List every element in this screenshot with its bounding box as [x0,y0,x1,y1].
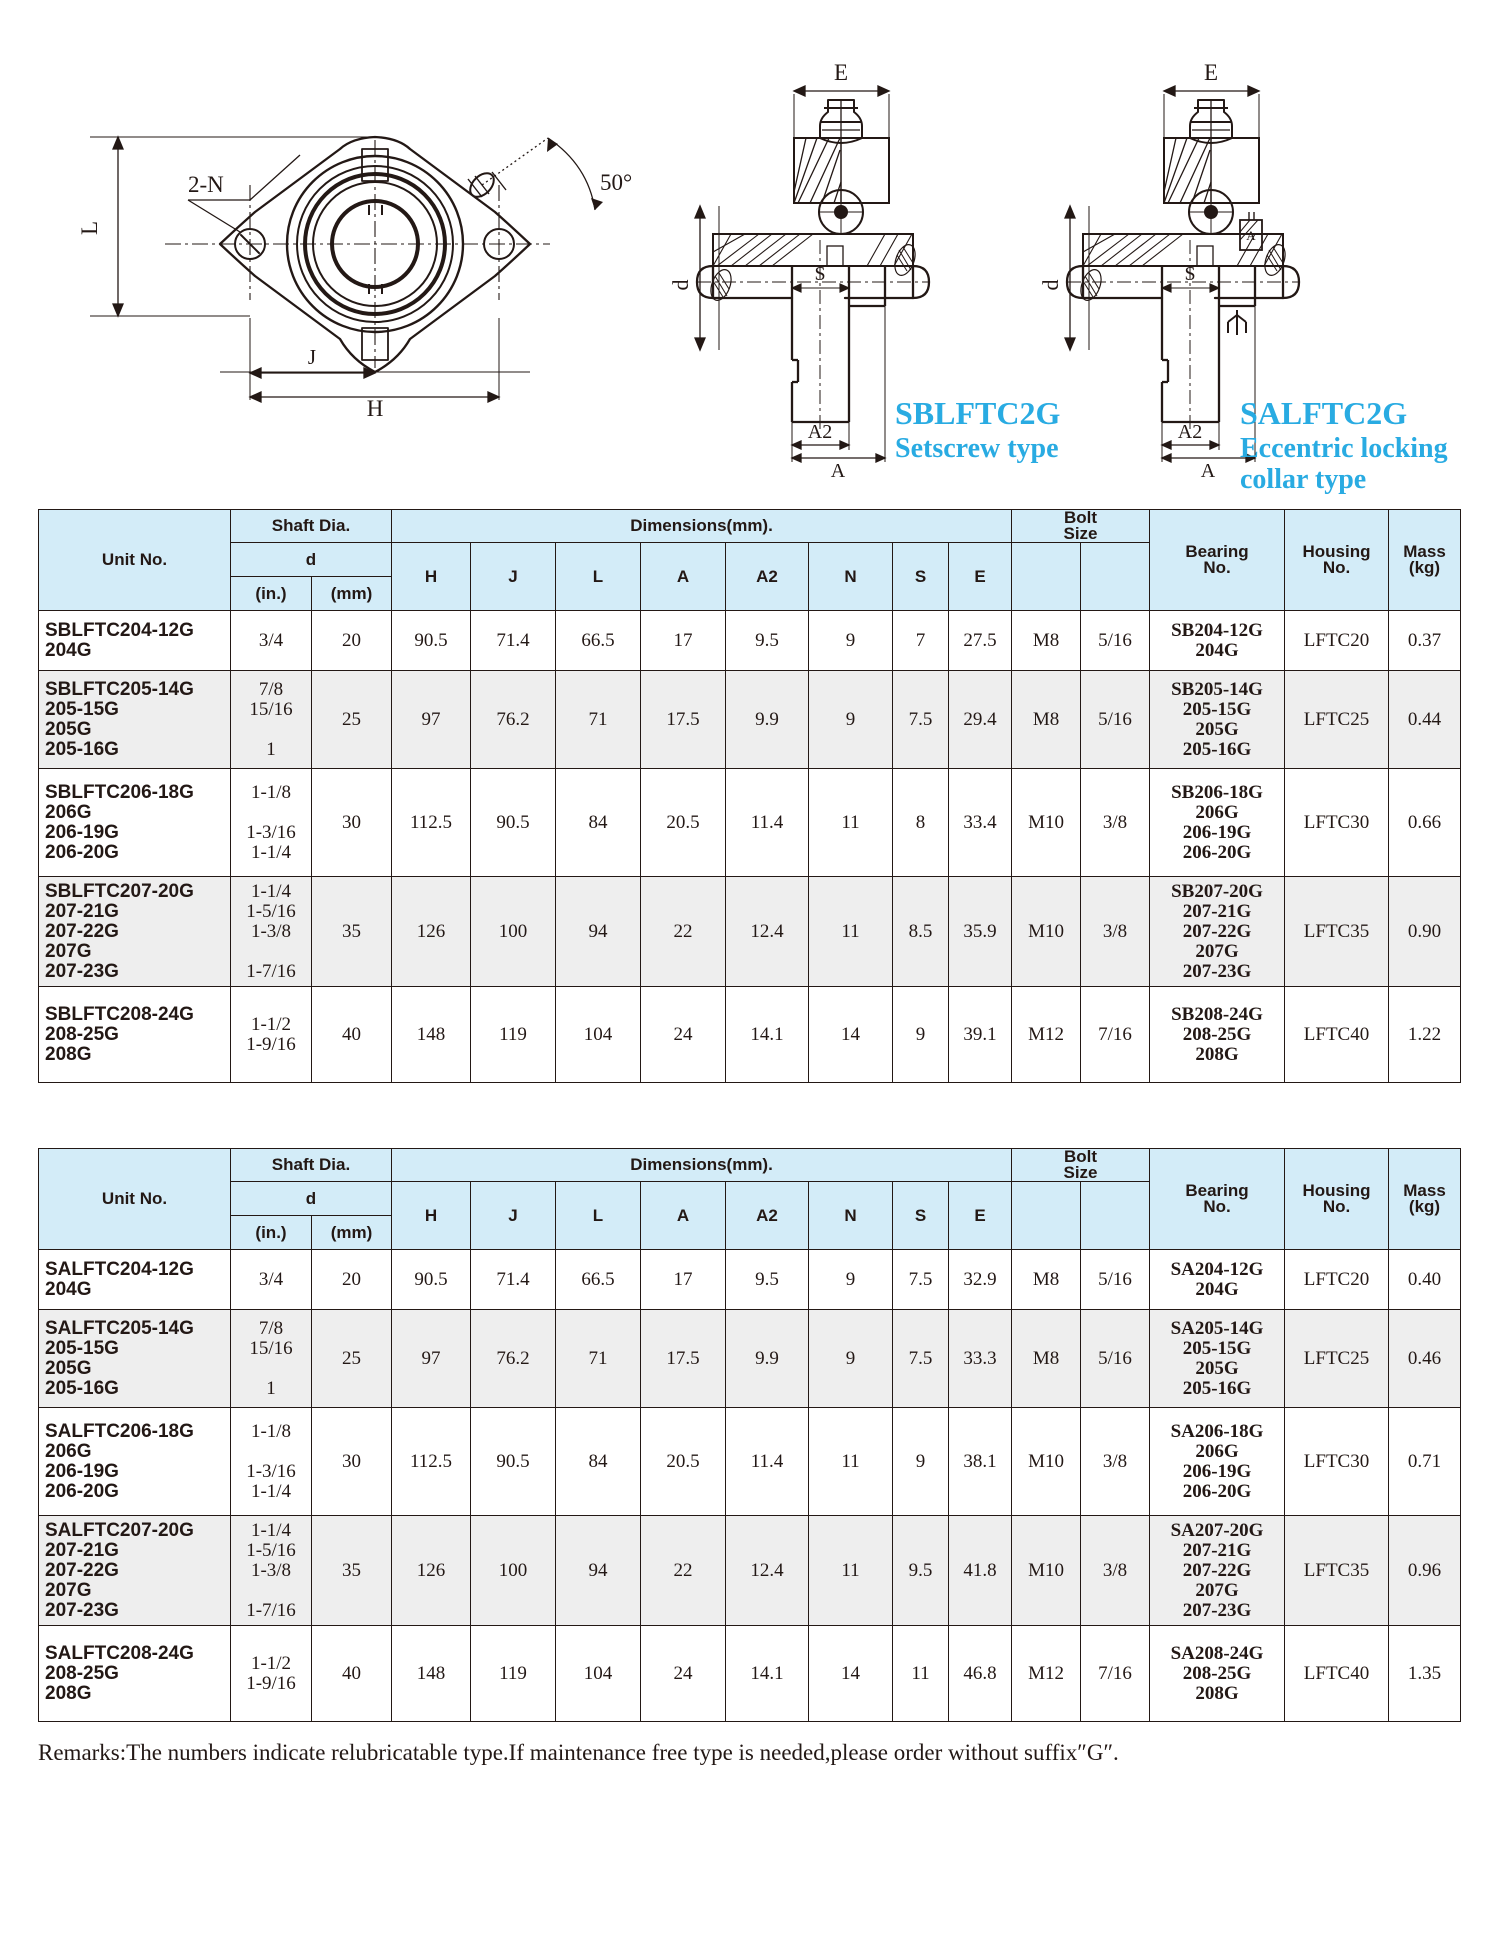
svg-text:E: E [834,60,848,85]
svg-text:2-N: 2-N [188,172,224,197]
svg-text:S: S [814,263,825,285]
svg-text:Setscrew type: Setscrew type [895,433,1059,464]
svg-text:SBLFTC2G: SBLFTC2G [895,395,1060,431]
svg-text:A: A [831,460,846,482]
svg-text:SALFTC2G: SALFTC2G [1240,395,1407,431]
svg-text:d: d [668,280,693,291]
svg-text:Eccentric locking: Eccentric locking [1240,433,1448,464]
svg-text:collar type: collar type [1240,464,1366,495]
svg-text:S: S [1184,263,1195,285]
svg-text:A2: A2 [808,421,832,443]
svg-text:L: L [77,221,102,235]
svg-text:J: J [308,345,316,369]
svg-text:A: A [1201,460,1216,482]
svg-text:d: d [1038,280,1063,291]
svg-text:50°: 50° [600,170,632,195]
svg-text:H: H [367,396,384,421]
svg-text:E: E [1204,60,1218,85]
svg-text:A2: A2 [1178,421,1202,443]
